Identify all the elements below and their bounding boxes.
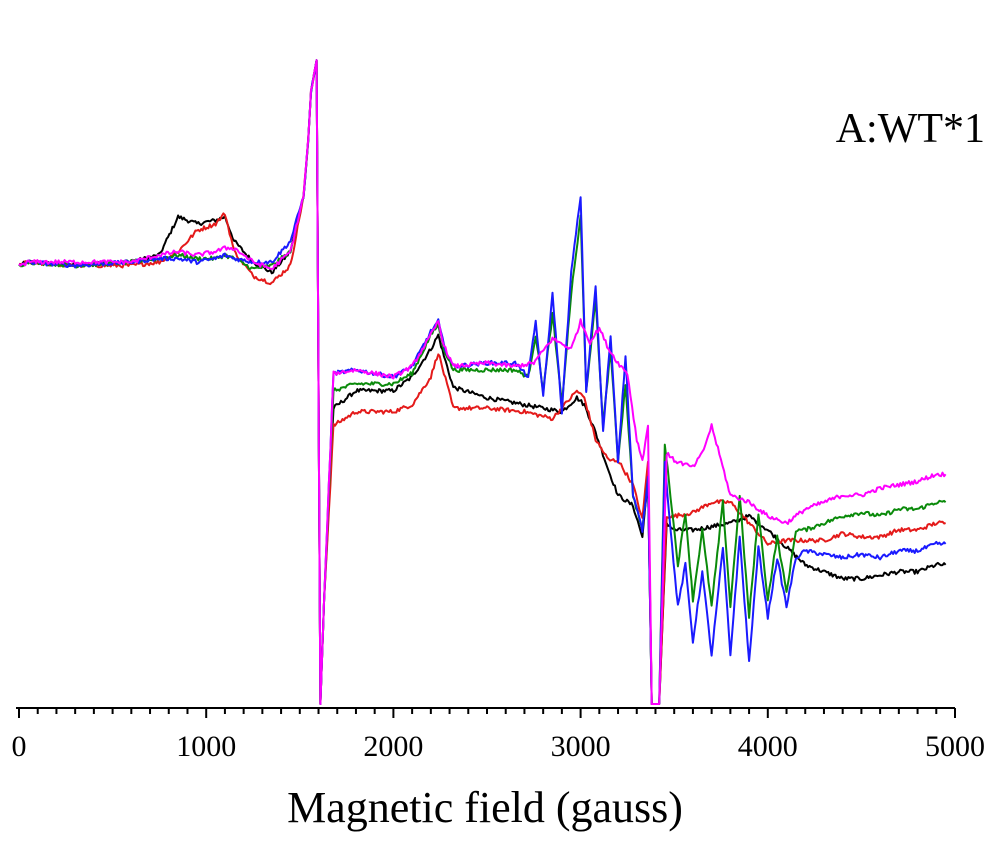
x-tick-label: 2000 xyxy=(363,730,423,763)
x-axis-title: Magnetic field (gauss) xyxy=(287,783,683,832)
x-tick-label: 4000 xyxy=(738,730,798,763)
x-tick-label: 1000 xyxy=(176,730,236,763)
series-line-4 xyxy=(18,59,947,705)
x-axis: 0 1000 2000 3000 4000 5000 xyxy=(12,707,986,763)
chart-annotation: A:WT*1 xyxy=(836,106,985,152)
plot-series-group xyxy=(18,59,947,705)
series-line-2 xyxy=(18,59,946,705)
series-line-1 xyxy=(18,59,947,705)
x-tick-label: 3000 xyxy=(551,730,611,763)
x-tick-label: 5000 xyxy=(925,730,985,763)
x-tick-labels: 0 1000 2000 3000 4000 5000 xyxy=(12,730,986,763)
x-ticks xyxy=(18,708,956,718)
series-line-3 xyxy=(18,59,947,705)
series-line-5 xyxy=(18,59,947,705)
x-tick-label: 0 xyxy=(12,730,27,763)
